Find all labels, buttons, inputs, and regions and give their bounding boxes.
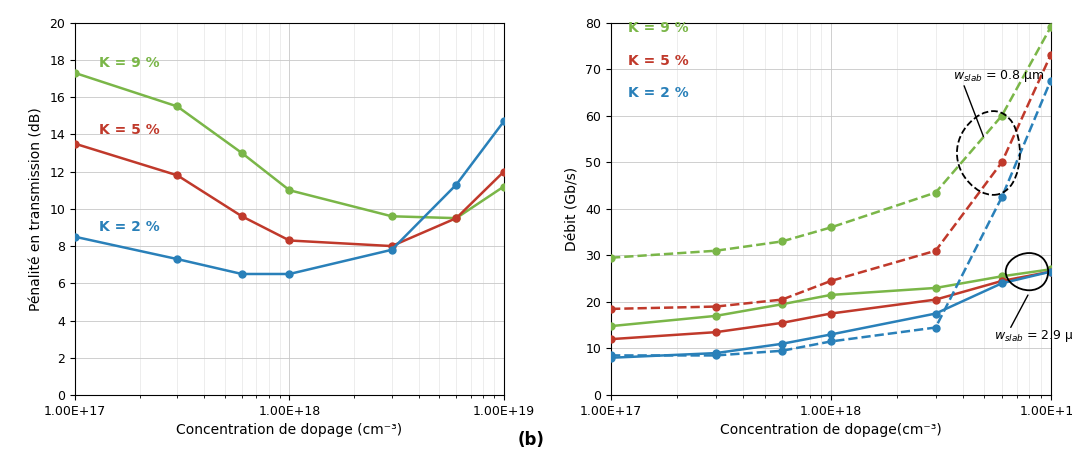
Text: K = 9 %: K = 9 % (100, 56, 160, 70)
Text: $w_{slab}$ = 2.9 µm: $w_{slab}$ = 2.9 µm (994, 328, 1072, 344)
Text: K = 9 %: K = 9 % (628, 21, 689, 35)
Y-axis label: Pénalité en transmission (dB): Pénalité en transmission (dB) (30, 107, 44, 311)
Text: $w_{slab}$ = 0.8 µm: $w_{slab}$ = 0.8 µm (953, 68, 1044, 84)
Text: K = 5 %: K = 5 % (628, 54, 689, 68)
Y-axis label: Débit (Gb/s): Débit (Gb/s) (566, 167, 580, 251)
Text: K = 5 %: K = 5 % (100, 123, 160, 138)
Text: K = 2 %: K = 2 % (628, 86, 689, 100)
Text: K = 2 %: K = 2 % (100, 220, 160, 234)
X-axis label: Concentration de dopage(cm⁻³): Concentration de dopage(cm⁻³) (720, 423, 941, 437)
X-axis label: Concentration de dopage (cm⁻³): Concentration de dopage (cm⁻³) (177, 423, 402, 437)
Text: (b): (b) (517, 431, 545, 449)
